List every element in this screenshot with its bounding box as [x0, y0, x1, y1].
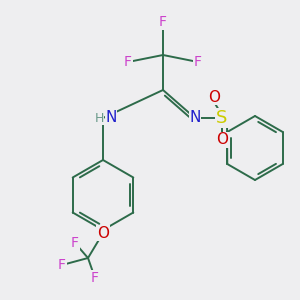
Text: F: F: [159, 15, 167, 29]
Text: F: F: [124, 55, 132, 69]
Text: S: S: [216, 109, 228, 127]
Text: O: O: [208, 89, 220, 104]
Text: F: F: [58, 258, 66, 272]
Text: H: H: [94, 112, 104, 124]
Text: F: F: [71, 236, 79, 250]
Text: F: F: [194, 55, 202, 69]
Text: O: O: [216, 133, 228, 148]
Text: O: O: [97, 226, 109, 241]
Text: N: N: [189, 110, 201, 125]
Text: F: F: [91, 271, 99, 285]
Text: N: N: [105, 110, 117, 125]
